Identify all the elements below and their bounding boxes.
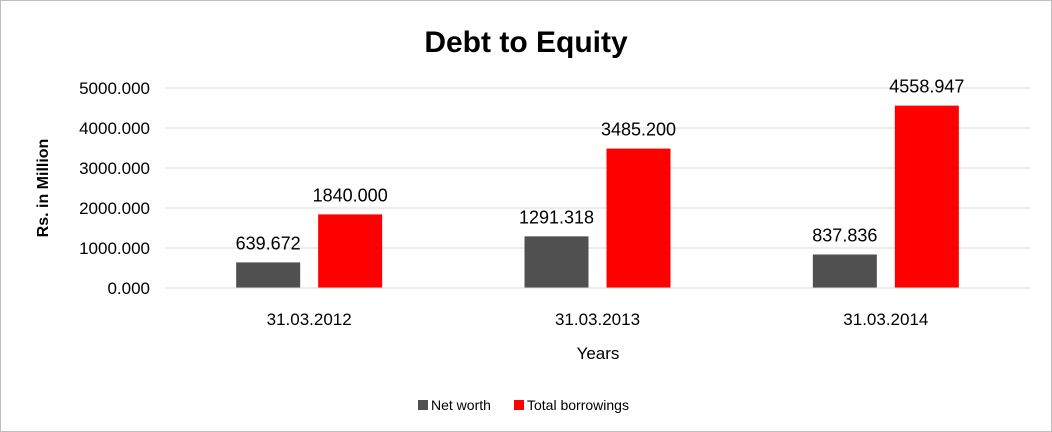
x-axis-label: Years: [577, 344, 620, 363]
y-tick-label: 0.000: [107, 279, 150, 298]
y-axis-label: Rs. in Million: [35, 139, 52, 238]
data-label: 3485.200: [601, 120, 676, 140]
x-tick-label: 31.03.2012: [267, 310, 352, 329]
bar-total-borrowings: [606, 148, 671, 288]
bar-net-worth: [236, 262, 301, 288]
bar-total-borrowings: [894, 105, 959, 288]
bar-net-worth: [524, 236, 589, 288]
legend-label: Net worth: [431, 397, 491, 413]
bar-net-worth: [812, 254, 877, 288]
x-axis-categories: 31.03.2012 31.03.2013 31.03.2014: [267, 310, 929, 329]
data-label: 1291.318: [519, 207, 594, 227]
x-tick-label: 31.03.2013: [555, 310, 640, 329]
y-tick-label: 2000.000: [79, 199, 150, 218]
y-tick-label: 5000.000: [79, 79, 150, 98]
legend: Net worth Total borrowings: [418, 397, 629, 413]
bar-total-borrowings: [318, 214, 383, 288]
data-label: 639.672: [236, 233, 301, 253]
bars: [236, 105, 959, 288]
x-tick-label: 31.03.2014: [843, 310, 928, 329]
y-axis-ticks: 0.000 1000.000 2000.000 3000.000 4000.000 500…: [79, 79, 150, 298]
data-label: 1840.000: [313, 185, 388, 205]
gridlines: [165, 87, 1030, 249]
legend-swatch: [514, 400, 524, 410]
legend-label: Total borrowings: [527, 397, 629, 413]
y-tick-label: 4000.000: [79, 119, 150, 138]
chart-title: Debt to Equity: [424, 26, 628, 59]
data-label: 837.836: [812, 225, 877, 245]
y-tick-label: 1000.000: [79, 239, 150, 258]
y-tick-label: 3000.000: [79, 159, 150, 178]
data-label: 4558.947: [889, 77, 964, 97]
data-labels: 639.672 1840.000 1291.318 3485.200 837.836 45…: [236, 77, 965, 254]
legend-swatch: [418, 400, 428, 410]
